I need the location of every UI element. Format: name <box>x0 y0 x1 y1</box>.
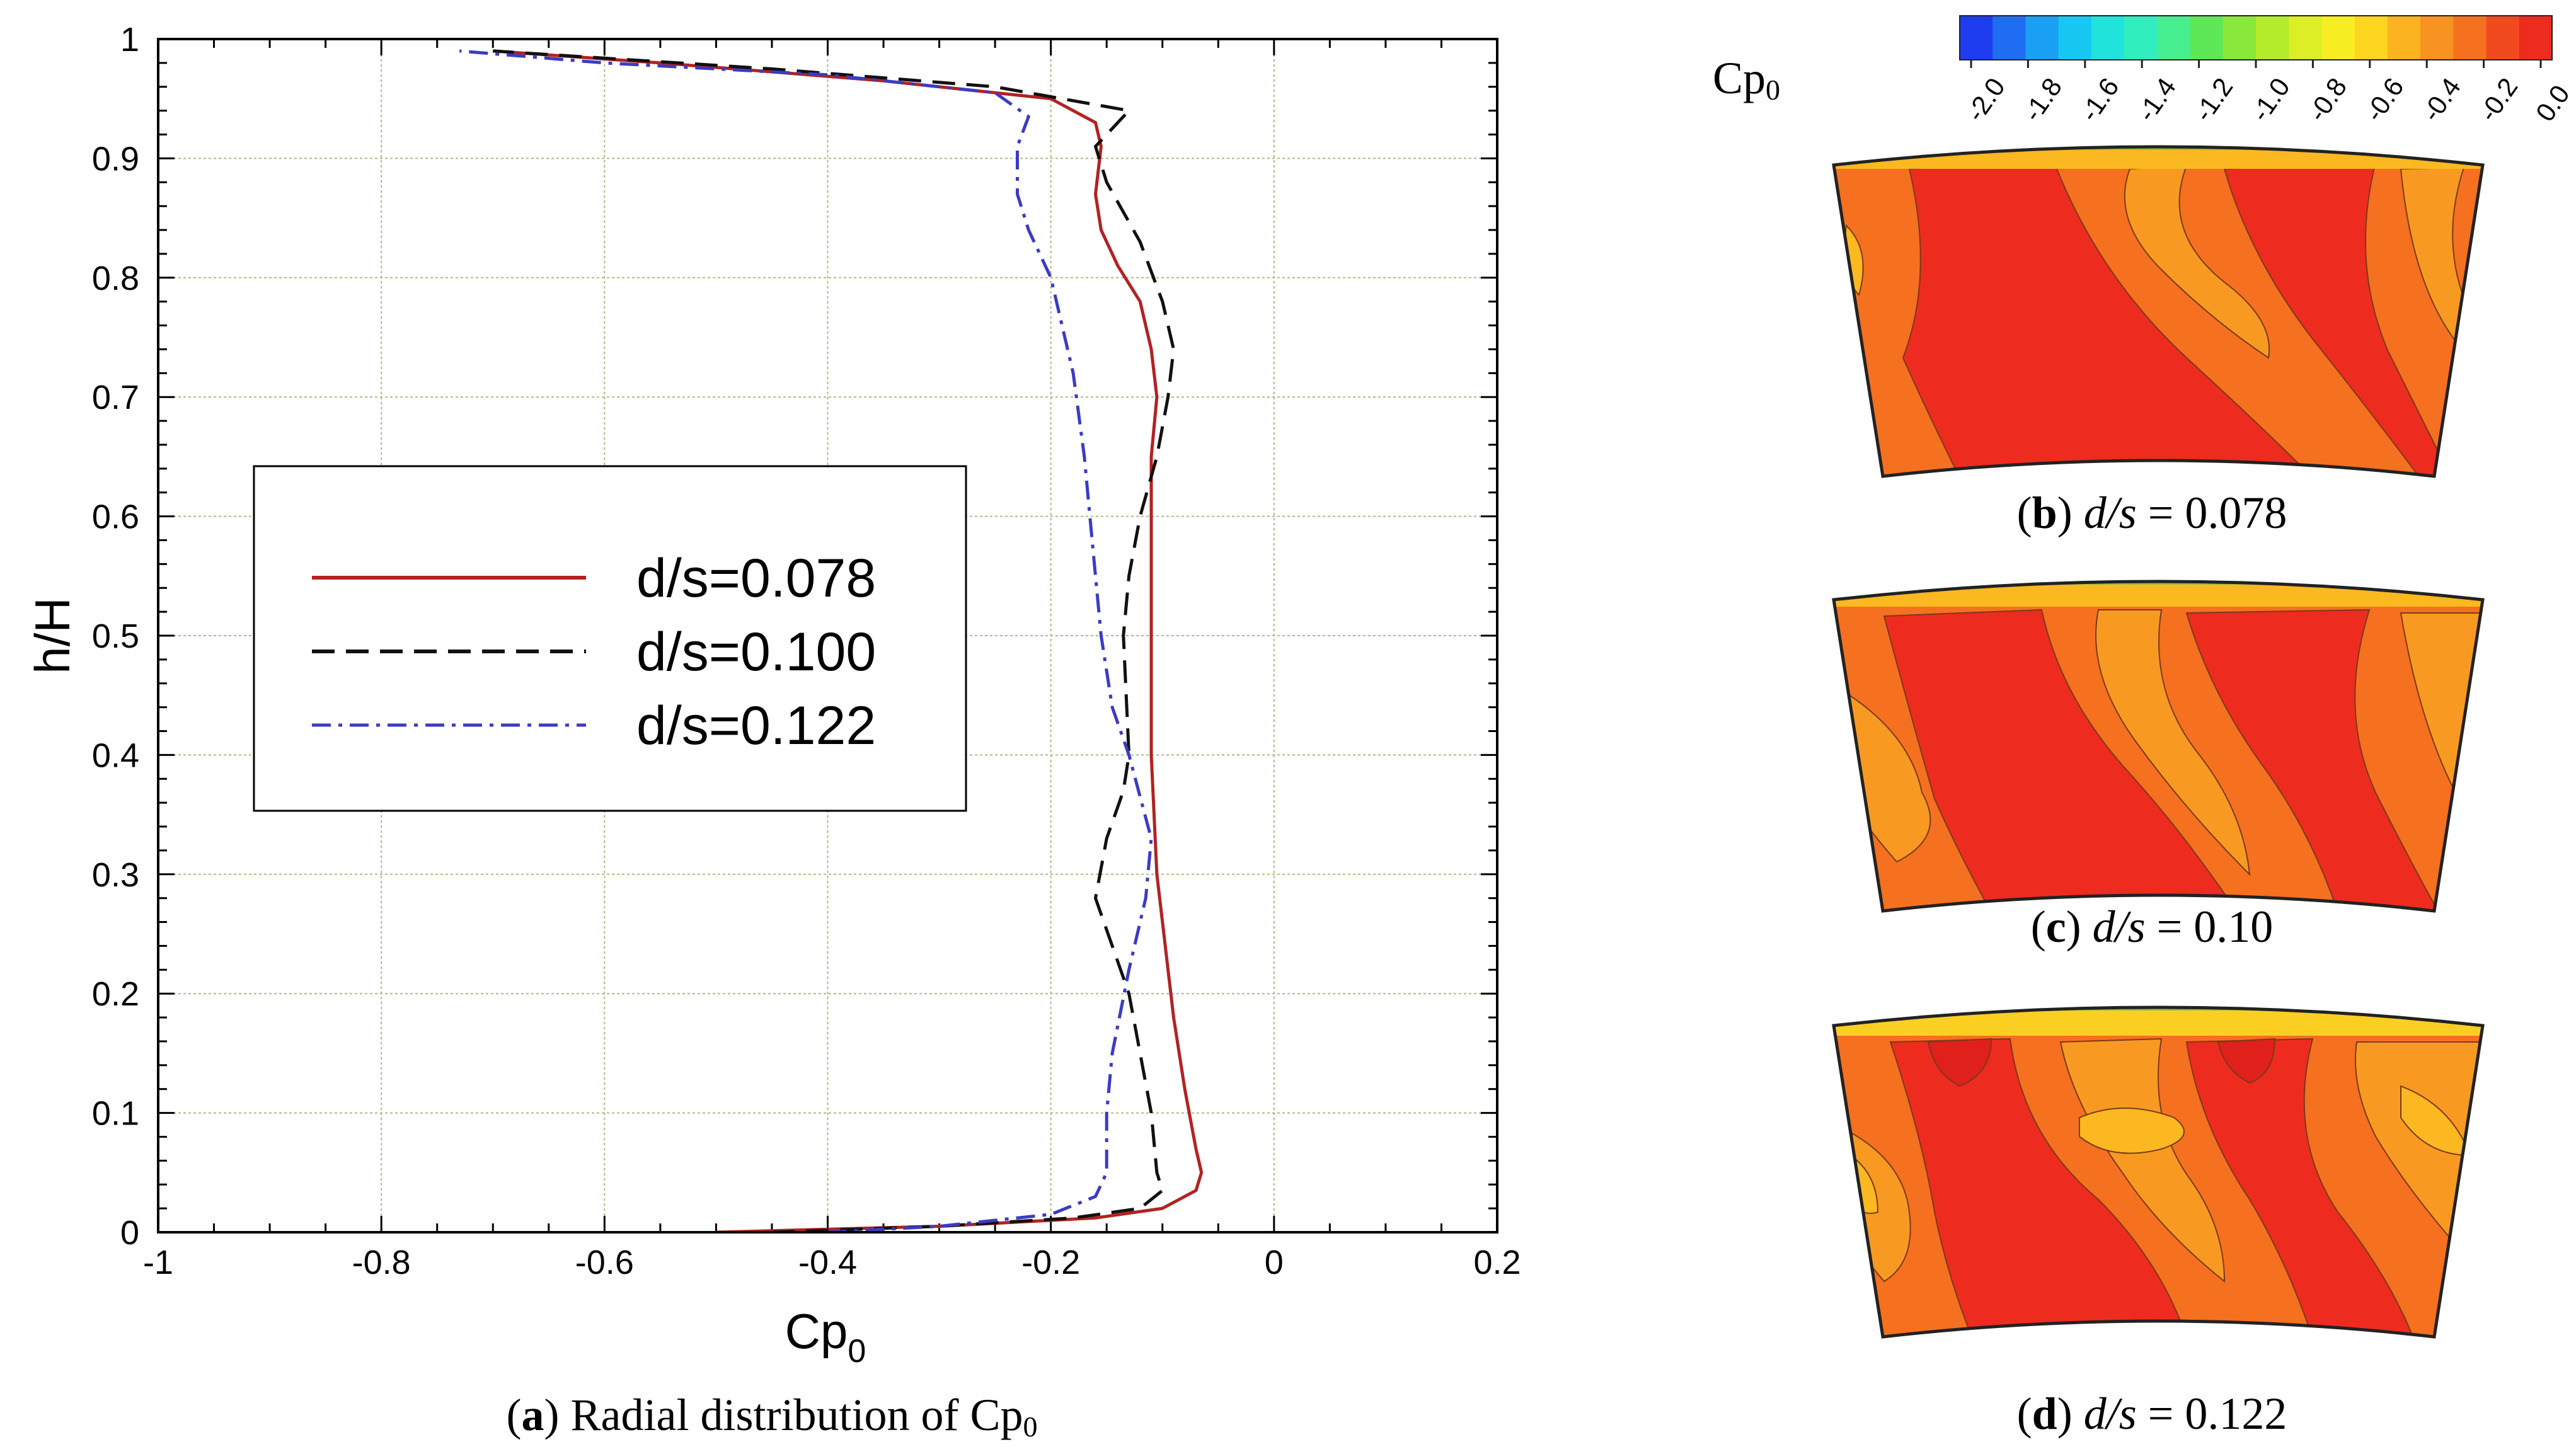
sector-outline <box>1832 580 2485 913</box>
y-tick-label: 0.9 <box>92 140 139 178</box>
y-tick-labels: 0 0.1 0.2 0.3 0.4 0.5 0.6 0.7 0.8 0.9 1 <box>92 21 139 1252</box>
x-axis-label: Cp0 <box>785 1303 866 1370</box>
colorbar-tick-label: -1.4 <box>2131 72 2182 127</box>
zone-red-2 <box>2185 1038 2415 1337</box>
colorbar-swatch <box>2124 16 2158 60</box>
colorbar-swatch <box>2190 16 2224 60</box>
y-tick-label: 0.1 <box>92 1095 139 1133</box>
colorbar-tick-label: -2.0 <box>1960 72 2011 127</box>
y-axis-label: h/H <box>25 597 80 673</box>
legend-label-1: d/s=0.078 <box>636 548 876 609</box>
caption-c: (c) d/s = 0.10 <box>2031 902 2274 952</box>
y-tick-label: 0.5 <box>92 617 139 655</box>
colorbar-tick-label: 0.0 <box>2530 79 2575 127</box>
x-tick-labels: -1 -0.8 -0.6 -0.4 -0.2 0 0.2 <box>143 1244 1521 1281</box>
colorbar-swatch <box>2025 16 2059 60</box>
caption-a: (a) Radial distribution of Cp0 <box>507 1390 1038 1443</box>
zone-darkred <box>1927 1038 1992 1087</box>
colorbar-swatch <box>2091 16 2125 60</box>
series-lines <box>459 49 1204 1232</box>
x-tick-label: -1 <box>143 1244 173 1281</box>
y-tick-label: 0.6 <box>92 498 139 536</box>
legend-label-3: d/s=0.122 <box>636 696 876 756</box>
y-tick-label: 0 <box>120 1214 139 1252</box>
y-tick-label: 0.8 <box>92 260 139 297</box>
series-line-2 <box>493 49 1175 1232</box>
colorbar-swatch <box>2486 16 2520 60</box>
colorbar-swatch <box>2519 16 2553 60</box>
colorbar-swatch <box>2289 16 2323 60</box>
sector-outline <box>1832 1005 2485 1339</box>
legend-label-2: d/s=0.100 <box>636 622 876 682</box>
colorbar-swatch <box>2354 16 2388 60</box>
y-tick-label: 0.2 <box>92 975 139 1013</box>
colorbar-swatch <box>2058 16 2092 60</box>
legend: d/s=0.078 d/s=0.100 d/s=0.122 <box>253 465 967 812</box>
zone-lightorange <box>2095 609 2251 876</box>
contour-panel-c <box>1832 580 2485 913</box>
colorbar-swatch <box>2256 16 2289 60</box>
colorbar-label: Cp0 <box>1713 53 1780 106</box>
colorbar-tick-label: -1.2 <box>2188 72 2238 127</box>
colorbar: Cp0 -2.0 -1.8 -1.6 -1.4 -1.2 -1.0 -0.8 -0.6 -0.4… <box>1713 15 2575 127</box>
colorbar-tick-label: -1.6 <box>2074 72 2125 127</box>
x-tick-label: 0.2 <box>1473 1244 1521 1281</box>
colorbar-tick-label: -0.6 <box>2359 72 2410 127</box>
plot-frame <box>157 38 1498 1234</box>
x-tick-label: 0 <box>1265 1244 1284 1281</box>
colorbar-tick-label: -0.4 <box>2416 72 2466 127</box>
colorbar-tick-label: -1.0 <box>2245 72 2296 127</box>
colorbar-swatch <box>2157 16 2191 60</box>
line-chart: -1 -0.8 -0.6 -0.4 -0.2 0 0.2 00.10.20.30.40.50… <box>25 21 1521 1370</box>
x-tick-label: -0.8 <box>352 1244 411 1281</box>
zone-red <box>1883 609 2238 911</box>
colorbar-swatch <box>1960 16 1993 60</box>
legend-box <box>253 465 967 812</box>
contour-panel-b <box>1832 145 2485 478</box>
colorbar-tick-label: -0.2 <box>2473 72 2523 127</box>
zone-red-2 <box>2223 161 2452 476</box>
colorbar-swatch <box>2321 16 2355 60</box>
series-line-1 <box>493 49 1204 1232</box>
colorbar-swatch <box>2420 16 2454 60</box>
colorbar-tick-label: -0.8 <box>2302 72 2352 127</box>
contour-panel-d <box>1832 1005 2485 1339</box>
y-tick-label: 1 <box>120 21 139 59</box>
colorbar-swatch <box>1992 16 2027 60</box>
x-tick-label: -0.6 <box>575 1244 634 1281</box>
zone-lightorange <box>2124 164 2270 359</box>
series-line-3 <box>459 49 1153 1232</box>
colorbar-swatch <box>2387 16 2421 60</box>
colorbar-swatch <box>2453 16 2487 60</box>
caption-b: (b) d/s = 0.078 <box>2017 488 2287 538</box>
x-tick-label: -0.2 <box>1021 1244 1080 1281</box>
colorbar-swatches <box>1960 16 2553 60</box>
zone-darkred-2 <box>2217 1038 2276 1084</box>
zone-yellow-center <box>2079 1108 2185 1154</box>
x-tick-label: -0.4 <box>798 1244 857 1281</box>
caption-d: (d) d/s = 0.122 <box>2017 1388 2287 1439</box>
y-tick-label: 0.7 <box>92 379 139 416</box>
sector-outline <box>1832 145 2485 478</box>
zone-red-2 <box>2185 609 2440 911</box>
colorbar-tick-label: -1.8 <box>2017 72 2067 127</box>
y-tick-label: 0.3 <box>92 856 139 894</box>
y-tick-label: 0.4 <box>92 736 139 774</box>
colorbar-ticks: -2.0 -1.8 -1.6 -1.4 -1.2 -1.0 -0.8 -0.6 -0.4 -0.2… <box>1960 60 2575 127</box>
colorbar-swatch <box>2222 16 2257 60</box>
tip-band <box>1834 150 2483 169</box>
